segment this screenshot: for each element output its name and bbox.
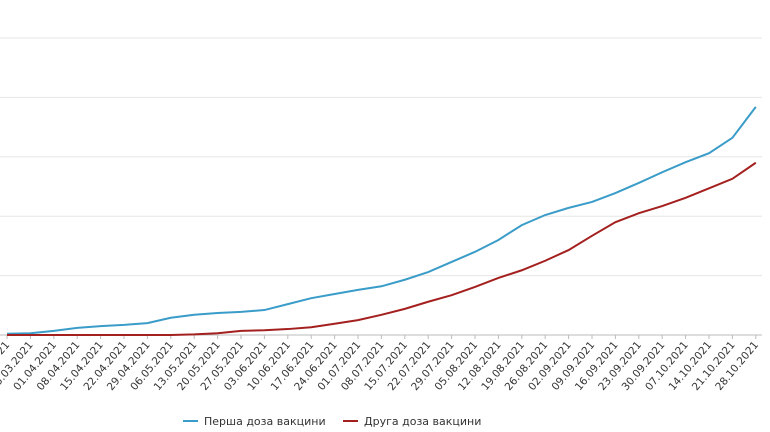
legend-label: Перша доза вакцини	[204, 415, 326, 428]
legend-label: Друга доза вакцини	[364, 415, 481, 428]
data-line	[6, 106, 757, 335]
data-line	[7, 161, 757, 336]
